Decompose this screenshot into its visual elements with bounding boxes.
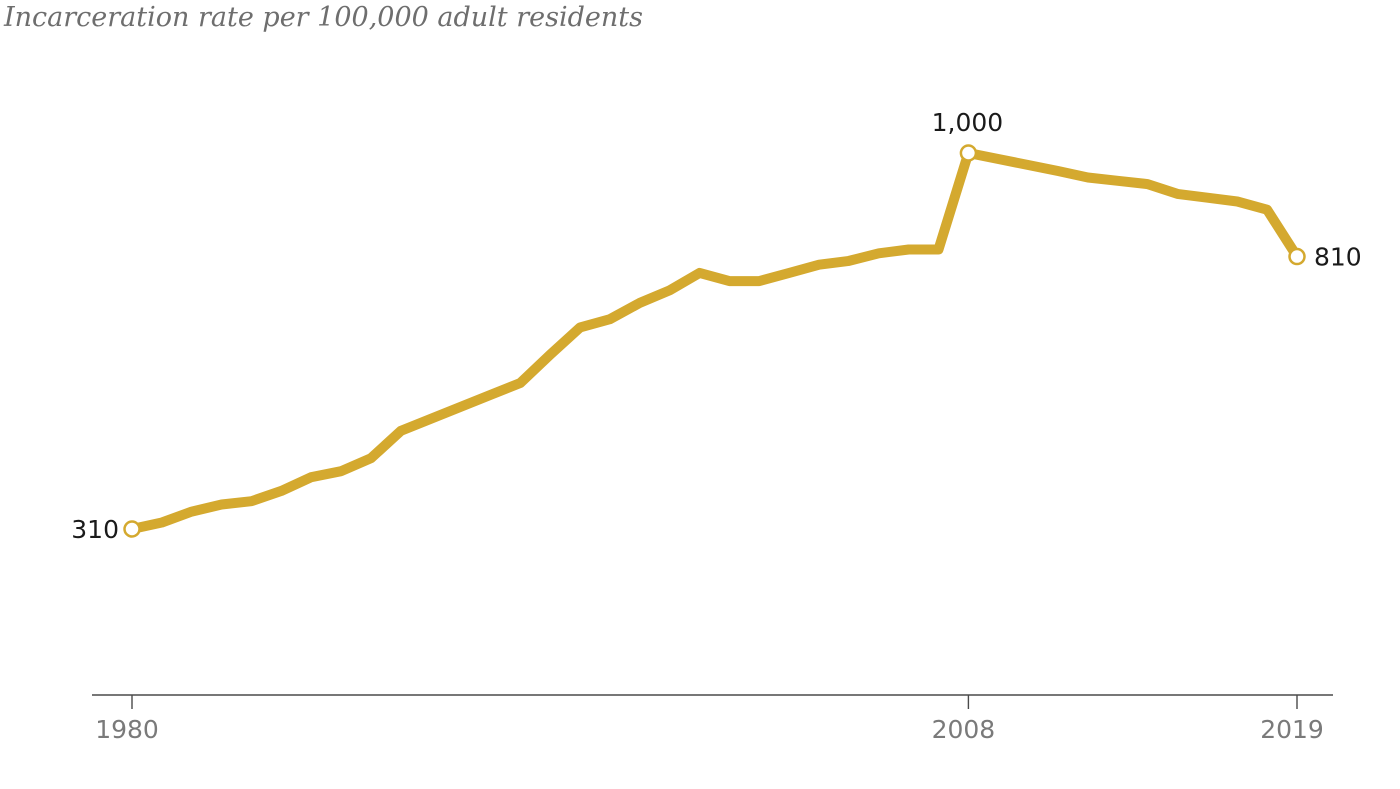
marker-2008: [959, 144, 978, 162]
data-label-2008: 1,000: [932, 108, 1004, 137]
chart-title: Incarceration rate per 100,000 adult res…: [4, 2, 643, 33]
annotations: 310 1,000 810: [71, 108, 1361, 544]
x-tick-label-1980: 1980: [95, 715, 159, 744]
data-label-1980: 310: [71, 515, 119, 544]
x-axis: 1980 2008 2019: [92, 694, 1333, 744]
series-line-0: [127, 148, 1302, 534]
x-tick-label-2019: 2019: [1260, 715, 1324, 744]
marker-2019: [1288, 247, 1306, 266]
x-tick-label-2008: 2008: [932, 715, 996, 744]
data-label-2019: 810: [1314, 243, 1362, 272]
series-group: [127, 148, 1302, 534]
marker-1980: [123, 520, 141, 538]
